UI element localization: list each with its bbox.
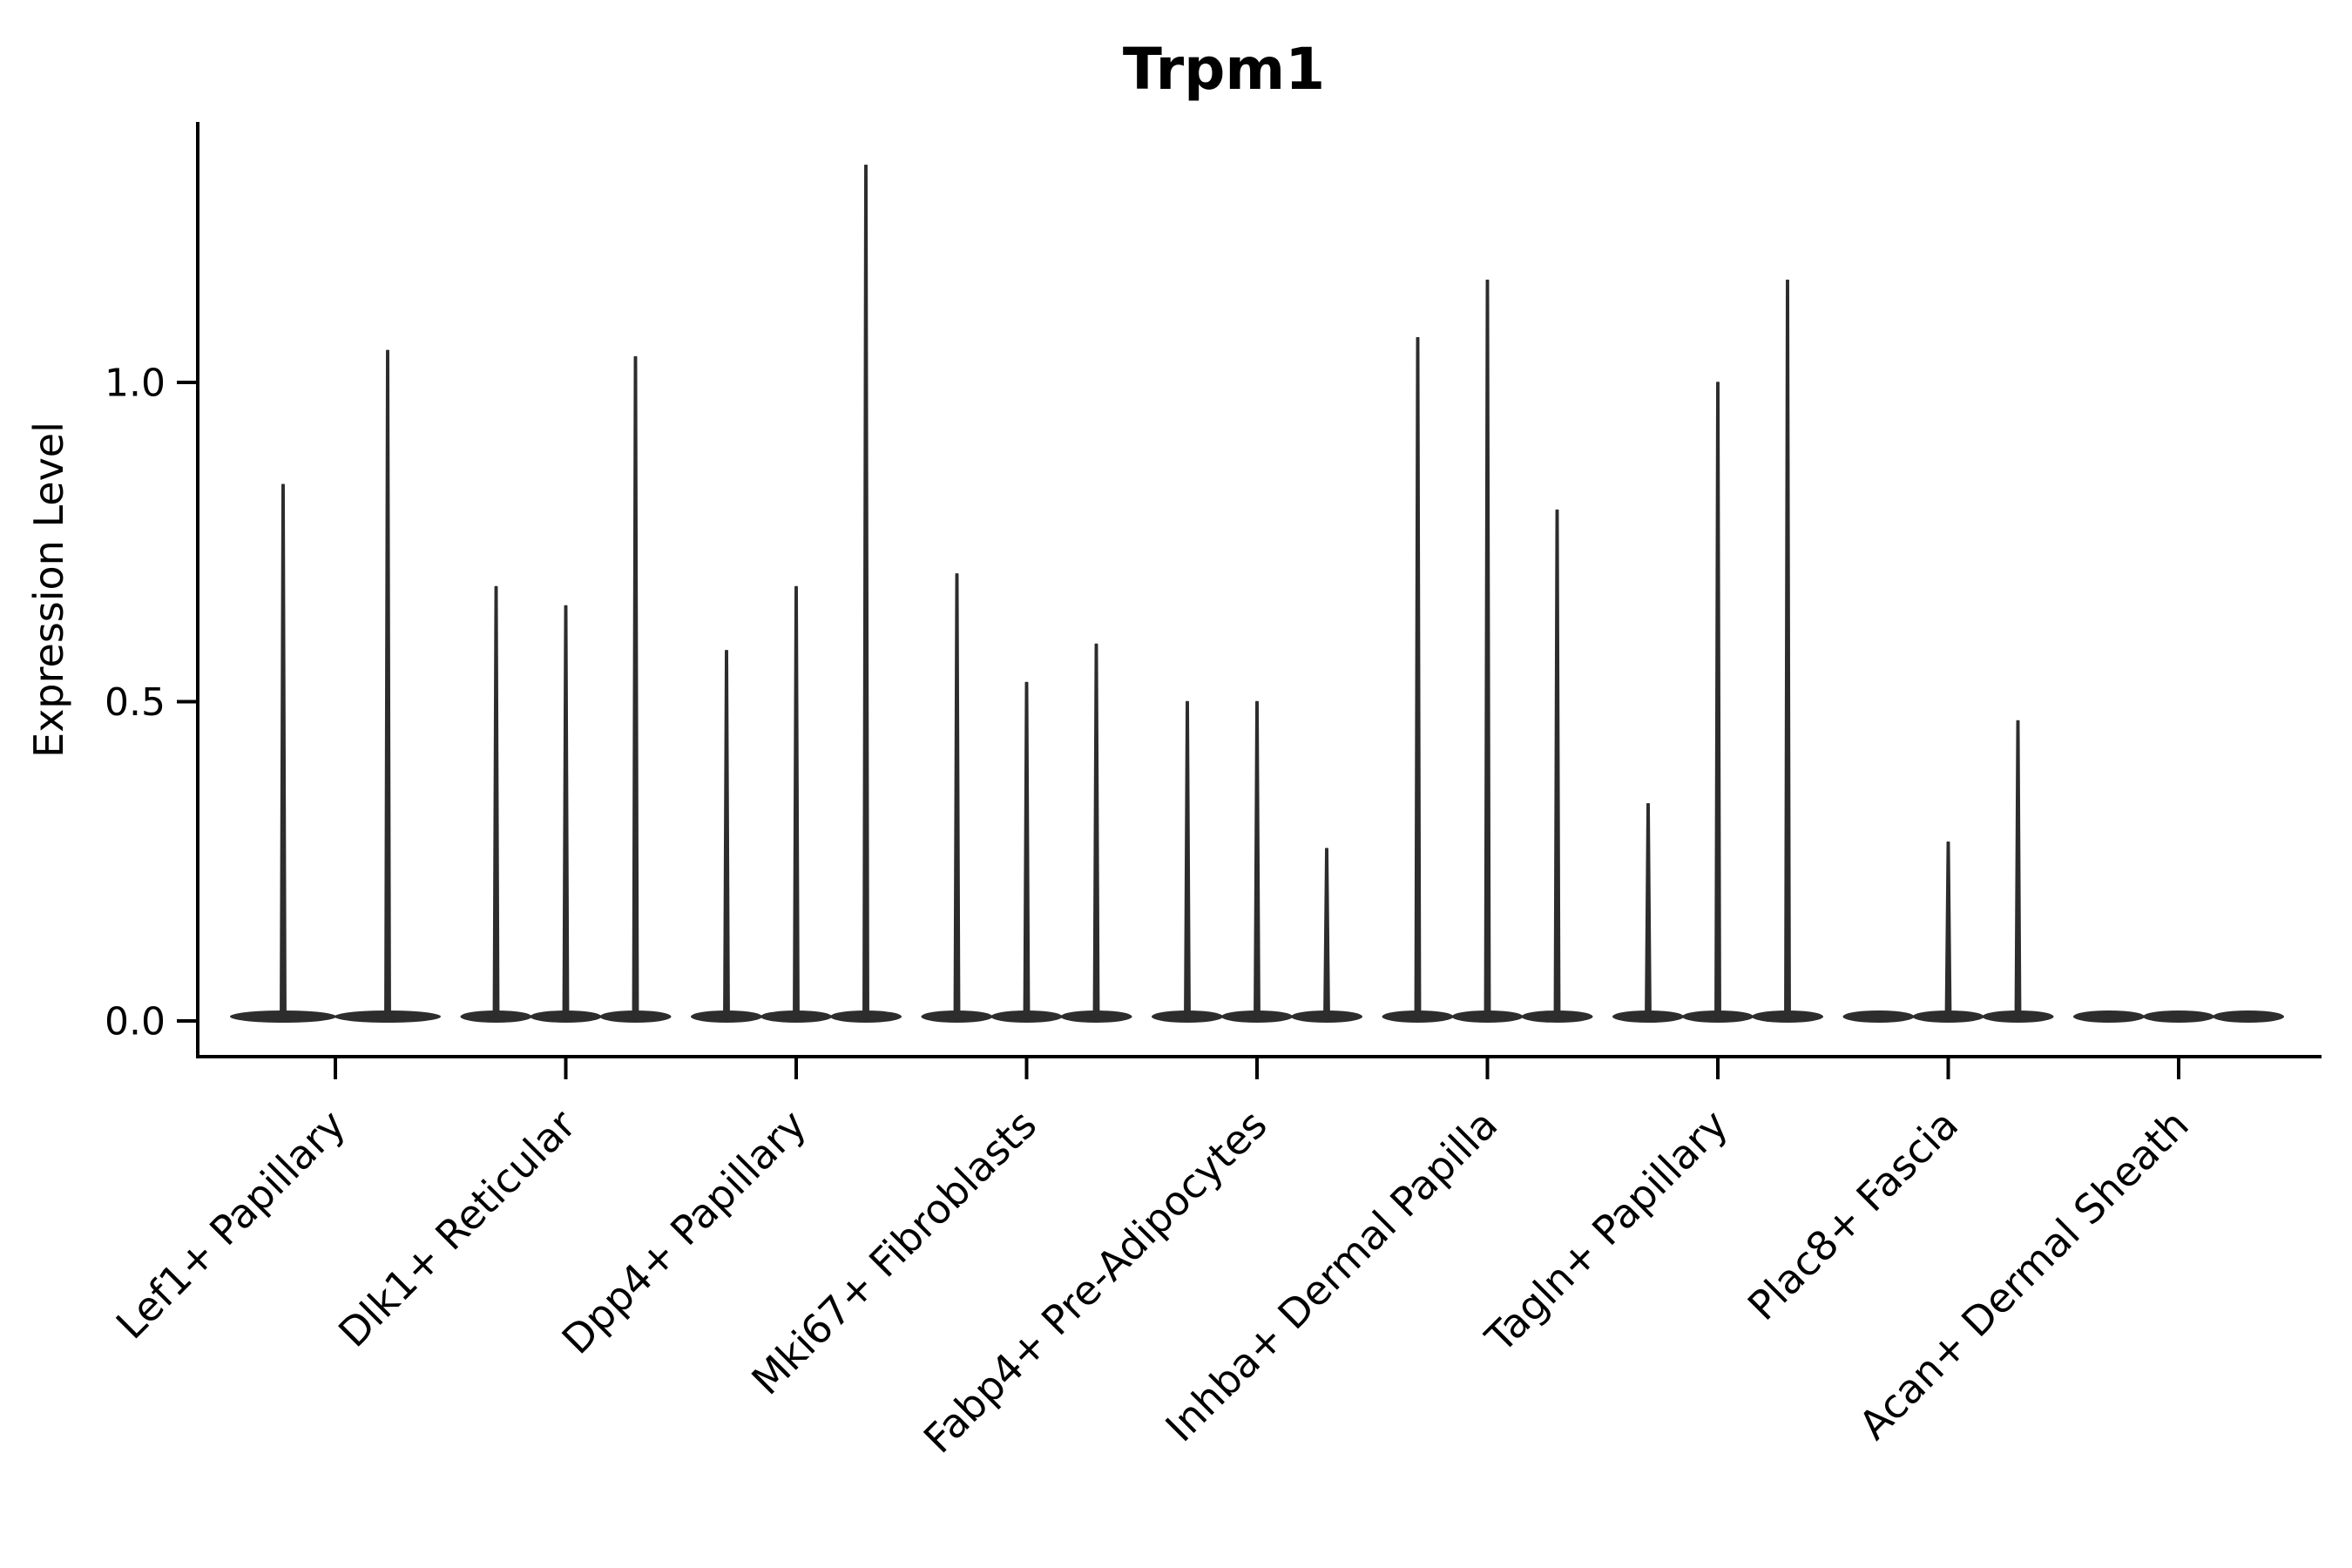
y-tick-label: 0.5 — [105, 680, 166, 725]
violin-spike — [1944, 841, 1952, 1019]
violin-spike — [1092, 643, 1100, 1019]
violin-glyphs — [230, 165, 2284, 1023]
violin-body — [2213, 1010, 2284, 1023]
violin-spike — [862, 165, 869, 1019]
violin-spike — [1023, 681, 1031, 1019]
violin-spike — [953, 573, 961, 1019]
y-axis-label: Expression Level — [25, 422, 72, 758]
category-label: Dlk1+ Reticular — [329, 1101, 585, 1356]
violin-spike — [1414, 336, 1422, 1019]
violin-body — [2073, 1010, 2145, 1023]
category-label: Lef1+ Papillary — [107, 1101, 355, 1348]
violin-spike — [723, 650, 730, 1019]
violin-spike — [1184, 700, 1191, 1019]
violin-spike — [1484, 279, 1491, 1019]
y-axis-ticks: 0.0 0.5 1.0 — [105, 361, 198, 1044]
violin-spike — [492, 585, 500, 1019]
violin-spike — [384, 349, 391, 1019]
x-axis-ticks — [334, 1057, 2180, 1079]
violin-spike — [632, 355, 639, 1019]
category-label: Tagln+ Papillary — [1476, 1101, 1737, 1362]
violin-spike — [1254, 700, 1260, 1019]
violin-body — [2143, 1010, 2214, 1023]
violin-spike — [1784, 279, 1791, 1019]
violin-spike — [1645, 803, 1652, 1019]
category-label: Plac8+ Fascia — [1739, 1101, 1967, 1329]
violin-spike — [562, 605, 570, 1019]
violin-spike — [1714, 382, 1721, 1019]
category-label: Dpp4+ Papillary — [553, 1101, 815, 1363]
plot-title: Trpm1 — [1123, 36, 1325, 103]
violin-spike — [280, 483, 287, 1019]
violin-spike — [1323, 848, 1330, 1019]
y-tick-label: 1.0 — [105, 361, 166, 405]
violin-spike — [2014, 720, 2022, 1019]
violin-spike — [1553, 509, 1561, 1019]
y-tick-label: 0.0 — [105, 999, 166, 1044]
violin-body — [1842, 1010, 1915, 1023]
violin-spike — [793, 585, 800, 1019]
